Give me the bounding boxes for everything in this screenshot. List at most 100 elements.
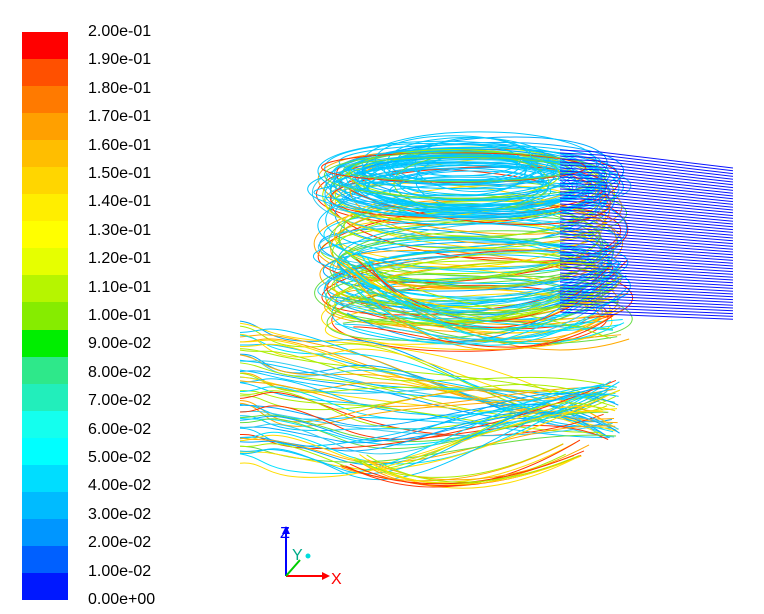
colorbar-label: 5.00e-02 [88,449,152,466]
inlet-pathline [559,161,734,180]
inlet-pathline [559,155,734,175]
colorbar-swatch [22,167,68,195]
colorbar-swatch [22,59,68,87]
inlet-pathline [559,281,734,292]
pathline [321,152,587,183]
inlet-pathline [559,149,734,169]
colorbar-label: 1.30e-01 [88,221,152,239]
inlet-pathline [559,206,734,222]
x-arrow-icon [322,572,330,580]
pathline [336,258,625,344]
inlet-pathline [559,215,734,231]
inlet-pathline [559,290,734,301]
inlet-pathline [559,191,734,208]
colorbar-label: 1.40e-01 [88,193,152,211]
inlet-pathline [559,164,734,183]
pathline [239,348,616,408]
colorbar-label: 6.00e-02 [88,420,152,438]
pathline [334,261,622,345]
colorbar-label: 1.00e-02 [88,562,152,580]
colorbar-label: 7.00e-02 [88,392,152,410]
inlet-pathline [559,203,734,219]
colorbar-label: 1.20e-01 [88,250,152,268]
inlet-pathline [559,218,734,233]
pathline [368,455,582,485]
pathline [239,385,617,474]
colorbar-label: 3.00e-02 [88,505,152,523]
colorbar-swatch [22,194,68,222]
pathline [239,354,608,414]
inlet-pathline [559,287,734,298]
inlet-pathline [559,212,734,228]
inlet-pathline [559,185,734,203]
inlet-pathline [559,293,734,303]
colorbar-swatch [22,329,68,358]
inlet-pathline [559,236,734,250]
pathlines [239,131,634,489]
inlet-pathline [559,308,734,317]
inlet-pathline [559,197,734,214]
inlet-pathline [559,299,734,309]
pathline [239,349,617,388]
colorbar-swatch [22,248,68,276]
colorbar-label: 1.90e-01 [88,51,152,69]
pathline [362,442,576,483]
inlet-pathline [559,239,734,253]
pathline [357,260,620,307]
colorbar-label: 2.00e-01 [88,23,152,40]
inlet-pathline [559,173,734,191]
pathline [383,155,528,186]
pathline [239,385,602,446]
colorbar-swatch [22,491,68,520]
colorbar-swatch [22,383,68,412]
pathline [239,384,606,411]
pathline [364,271,623,319]
colorbar-label: 8.00e-02 [88,363,152,381]
colorbar-label: 1.50e-01 [88,165,152,182]
inlet-pathline [559,284,734,295]
pathline [338,143,602,181]
inlet-pathline [559,263,734,275]
colorbar-swatch [22,464,68,493]
inlet-pathline [559,179,734,197]
inlet-pathline [559,233,734,247]
pathline [322,241,603,292]
inlet-pathline [559,302,734,312]
inlet-pathline [559,194,734,211]
inlet-pathline [559,227,734,242]
colorbar-swatch [22,545,68,574]
pathline [366,454,580,483]
colorbar [22,32,68,601]
inlet-pathline [559,257,734,270]
pathline [239,379,617,450]
pathline [307,161,606,217]
inlet-pathline [559,245,734,259]
inlet-pathline [559,221,734,236]
pathline [239,333,602,401]
inlet-pathline [559,230,734,245]
pathline [323,151,608,199]
y-axis-label: Y [292,547,303,564]
z-arrow-icon [282,526,290,534]
pathline [239,405,609,440]
inlet-pathline [559,242,734,256]
pathline [346,267,613,311]
inlet-pathline [559,305,734,315]
pathline [352,276,621,351]
pathline [343,156,571,183]
inlet-pathline [559,182,734,200]
colorbar-label: 1.60e-01 [88,136,152,154]
colorbar-swatch [22,356,68,385]
pathline [340,176,574,212]
x-axis-label: X [331,571,342,588]
colorbar-swatch [22,302,68,331]
pathline [350,270,614,331]
inlet-pathline [559,251,734,264]
pathline [359,454,575,489]
colorbar-swatch [22,518,68,547]
pathline [341,297,619,316]
colorbar-swatch [22,32,68,60]
inlet-pathlines [559,149,734,320]
pathline [313,179,606,205]
